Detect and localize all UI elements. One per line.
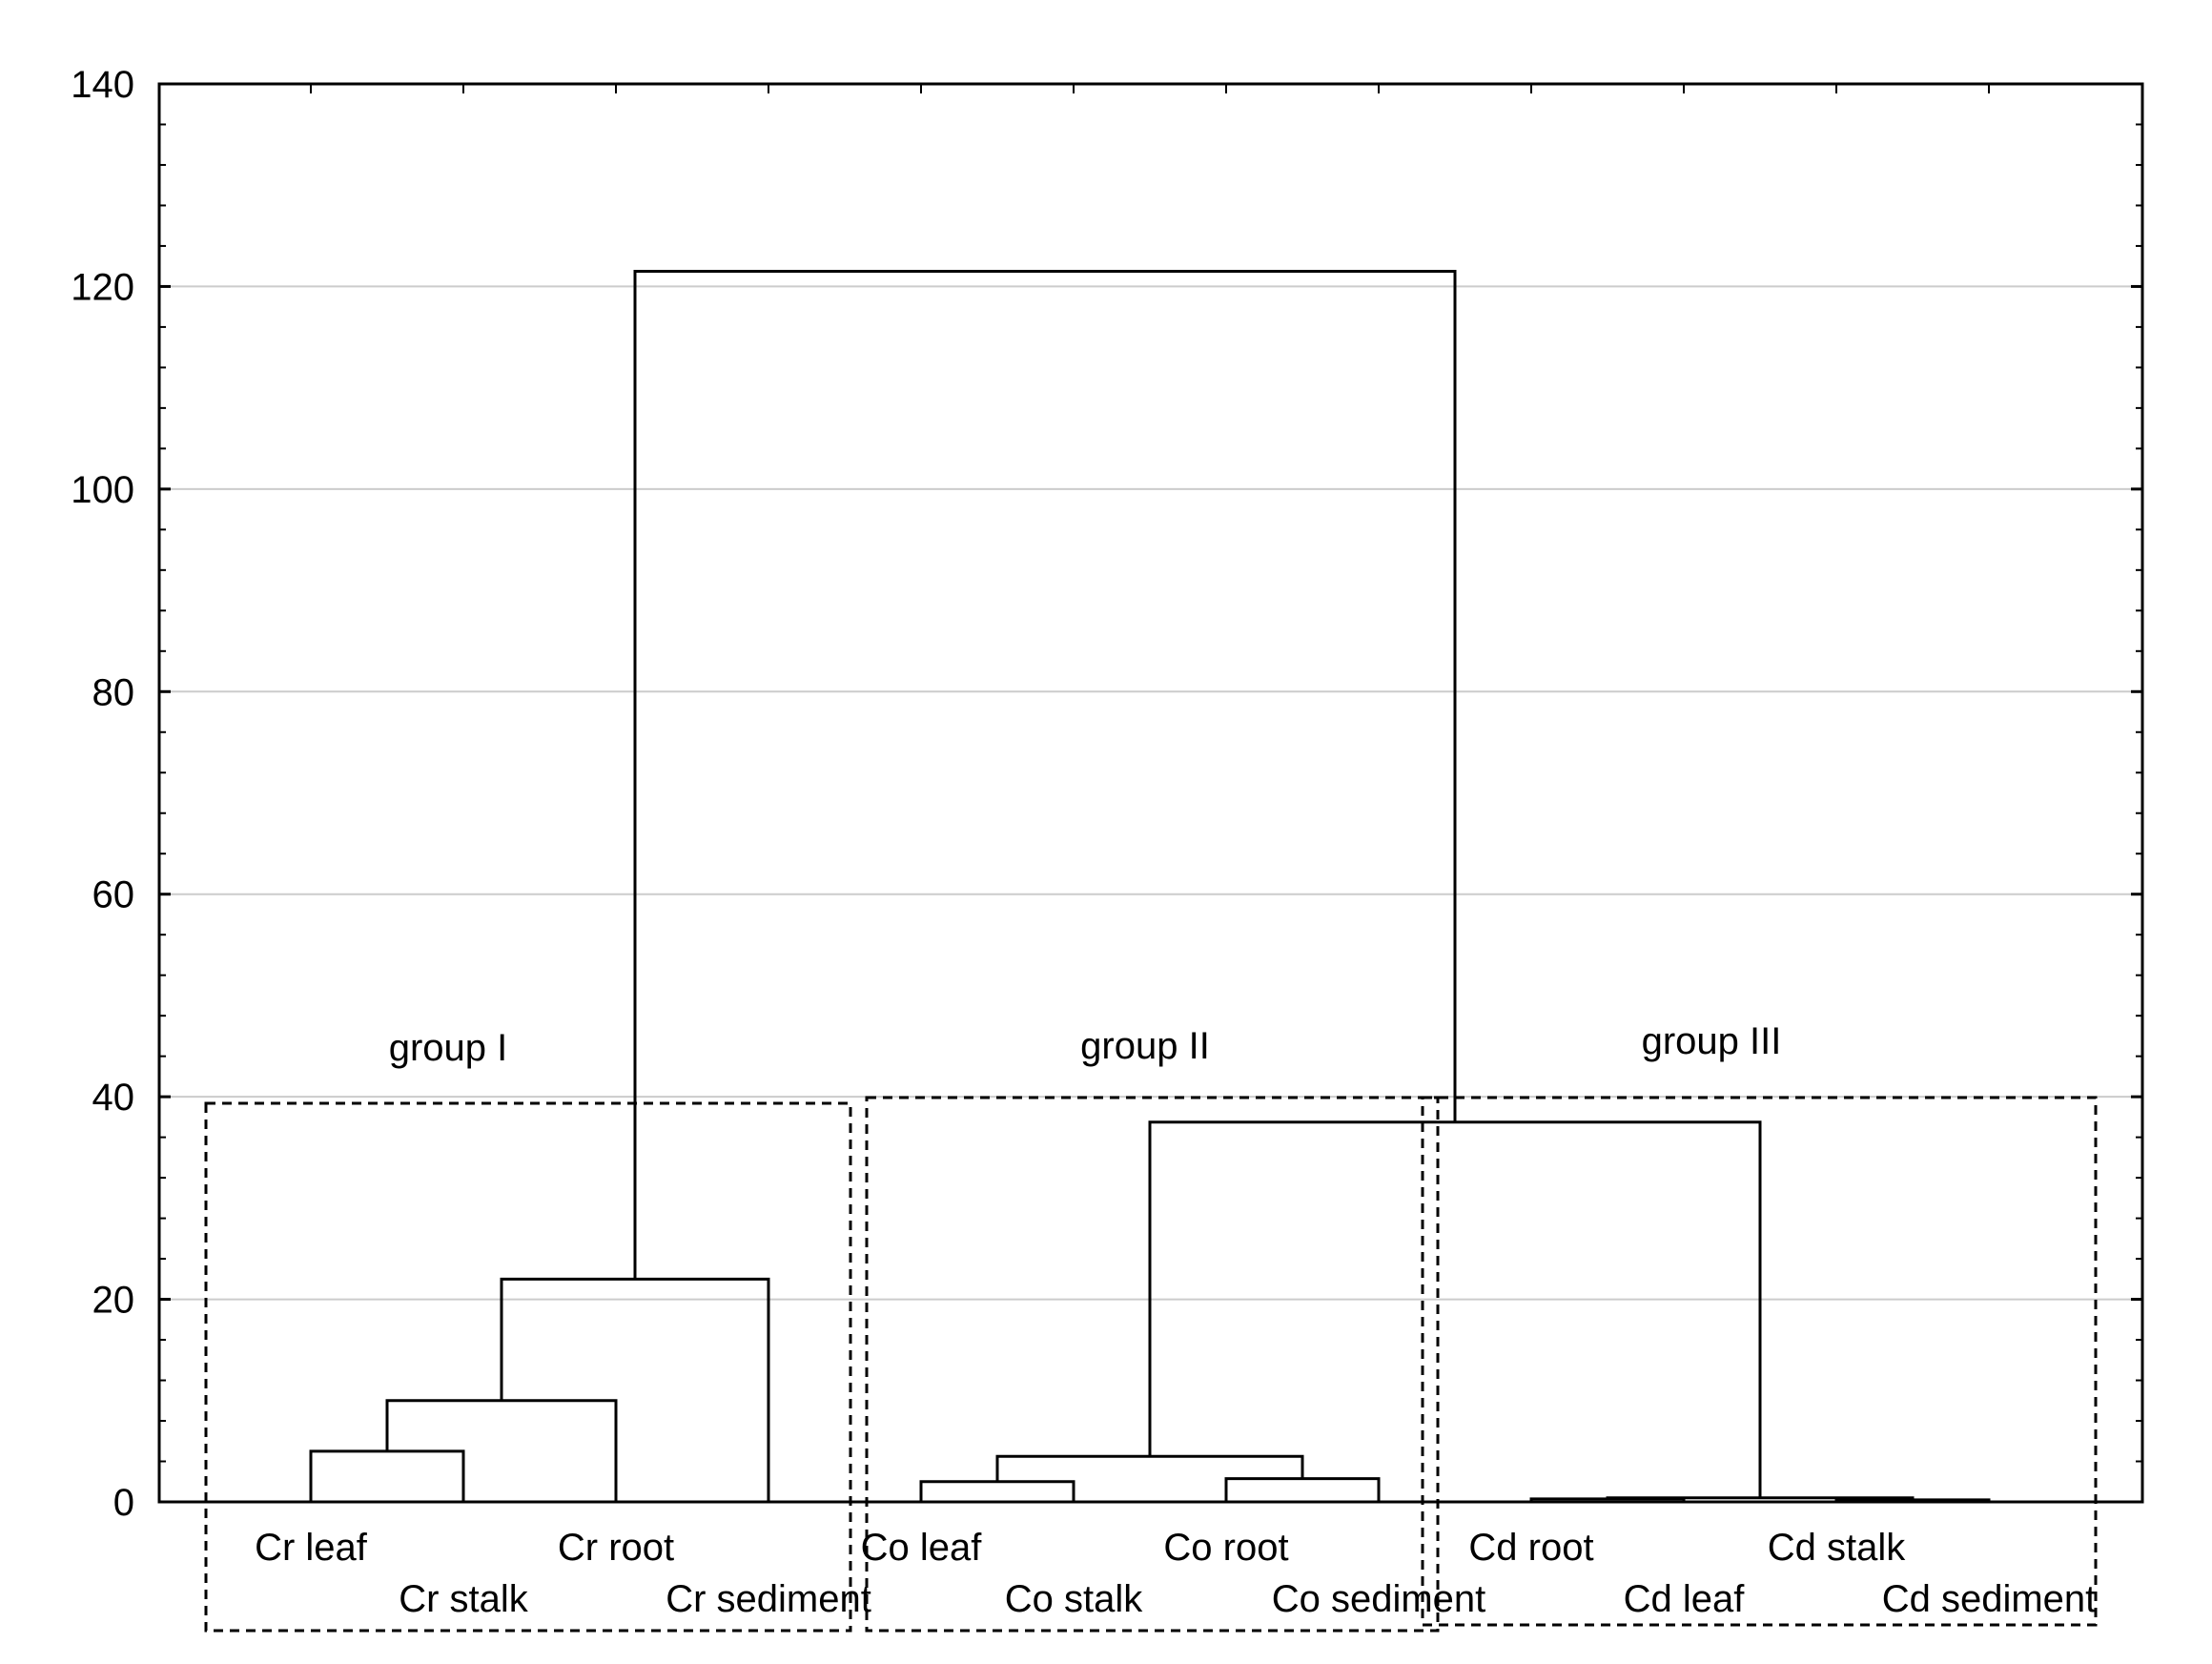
group-label: group II — [1080, 1025, 1210, 1067]
dendrogram-link — [1224, 1477, 1381, 1502]
dendrogram-link — [919, 1480, 1075, 1502]
plot-frame — [157, 82, 2144, 1504]
y-tick-label: 0 — [113, 1482, 134, 1524]
y-tick-label: 100 — [71, 469, 134, 511]
x-axis — [310, 84, 1990, 93]
leaf-label: Co root — [1163, 1527, 1288, 1569]
leaf-label: Cd stalk — [1768, 1527, 1906, 1569]
dendrogram-links — [309, 269, 1991, 1502]
dendrogram-link — [500, 1277, 770, 1502]
y-tick-label: 60 — [92, 874, 135, 916]
gridlines — [159, 285, 2142, 1301]
dendrogram-link — [633, 269, 1457, 1280]
y-tick-label: 120 — [71, 266, 134, 308]
y-tick-label: 140 — [71, 64, 134, 106]
y-tick-label: 80 — [92, 671, 135, 713]
leaf-label: Cd sediment — [1882, 1578, 2097, 1620]
y-axis: 0 20 40 60 80 100 120 140 — [71, 64, 2142, 1524]
dendrogram-link — [309, 1449, 465, 1502]
leaf-label: Cr root — [558, 1527, 674, 1569]
leaf-labels: Cr leaf Cr stalk Cr root Cr sediment Co leaf… — [255, 1527, 2096, 1620]
leaf-label: Co sediment — [1272, 1578, 1486, 1620]
y-tick-label: 40 — [92, 1077, 135, 1119]
y-tick-label: 20 — [92, 1280, 135, 1322]
leaf-label: Cr sediment — [666, 1578, 871, 1620]
leaf-label: Co leaf — [861, 1527, 983, 1569]
leaf-label: Cr stalk — [399, 1578, 529, 1620]
group-label: group III — [1642, 1020, 1782, 1062]
leaf-label: Cd leaf — [1624, 1578, 1746, 1620]
dendrogram-link — [1148, 1120, 1762, 1498]
leaf-label: Cd root — [1468, 1527, 1593, 1569]
group-labels: group I group II group III — [389, 1020, 1782, 1069]
group-box — [204, 1101, 852, 1633]
group-label: group I — [389, 1027, 508, 1069]
group-boxes — [204, 1096, 2098, 1633]
leaf-label: Cr leaf — [255, 1527, 368, 1569]
leaf-label: Co stalk — [1005, 1578, 1143, 1620]
